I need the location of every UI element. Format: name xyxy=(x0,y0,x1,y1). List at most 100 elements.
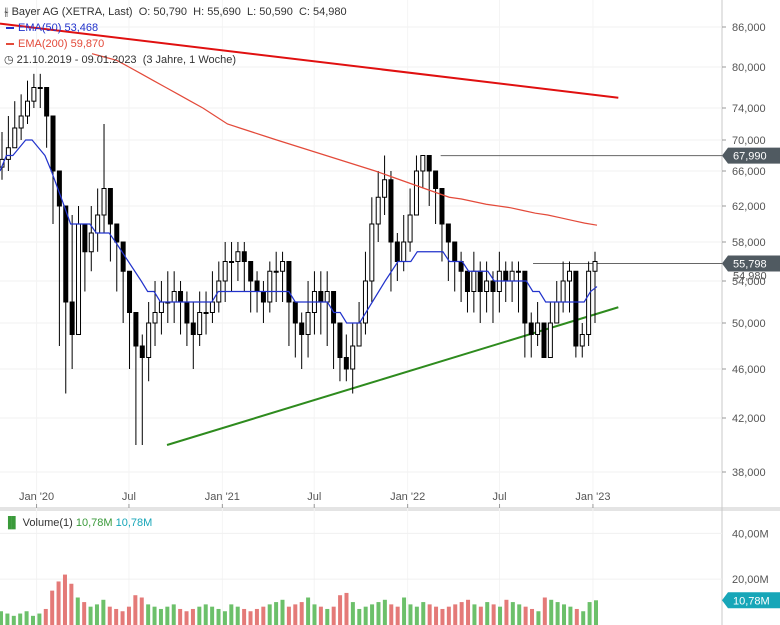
price-tick-label: 86,000 xyxy=(732,22,766,34)
volume-bar xyxy=(568,606,573,625)
price-tick-label: 70,000 xyxy=(732,135,766,147)
legend-ema50: EMA(50) 53,468 xyxy=(4,21,98,35)
candle-body xyxy=(522,270,528,324)
volume-bar xyxy=(587,602,592,625)
candle-body xyxy=(292,301,298,324)
legend-period: ◷ 21.10.2019 - 09.01.2023 (3 Jahre, 1 Wo… xyxy=(4,53,236,67)
ema200-line xyxy=(91,53,598,226)
time-tick-label: Jan '23 xyxy=(575,491,610,503)
volume-bar xyxy=(94,604,99,625)
candle-body xyxy=(37,87,43,89)
candle-body xyxy=(31,87,37,102)
volume-bar xyxy=(203,604,208,625)
volume-bar xyxy=(549,599,554,625)
level-price-tag-label: 67,990 xyxy=(733,151,767,163)
candle-body xyxy=(515,270,521,273)
candle-body xyxy=(127,270,133,313)
volume-bar xyxy=(43,608,48,625)
candle-body xyxy=(101,188,107,216)
volume-bar xyxy=(466,599,471,625)
volume-bar xyxy=(5,613,10,625)
volume-bar xyxy=(107,606,112,625)
candle-body xyxy=(362,280,368,324)
ema50-label: EMA(50) xyxy=(18,22,62,34)
legend-instrument-name: Bayer AG (XETRA, Last) xyxy=(11,6,133,18)
volume-bar xyxy=(363,606,368,625)
candle-body xyxy=(477,270,483,292)
volume-bar xyxy=(453,604,458,625)
volume-bar xyxy=(498,606,503,625)
price-tick-label: 38,000 xyxy=(732,467,766,479)
volume-bar xyxy=(472,604,477,625)
volume-bar xyxy=(286,606,291,625)
price-tick-label: 58,000 xyxy=(732,237,766,249)
volume-bar xyxy=(50,590,55,625)
candle-body xyxy=(452,241,458,262)
volume-bar xyxy=(0,611,3,625)
candle-body xyxy=(484,280,490,292)
candle-body xyxy=(560,280,566,303)
candle-body xyxy=(260,291,266,303)
candle-body xyxy=(18,115,24,129)
volume-bar xyxy=(178,608,183,625)
candle-body xyxy=(12,127,18,149)
volume-bar xyxy=(414,606,419,625)
volume-bar xyxy=(62,574,67,625)
volume-bar xyxy=(146,604,151,625)
candle-body xyxy=(445,223,451,243)
candle-body xyxy=(566,270,572,282)
volume-bar xyxy=(210,606,215,625)
ema200-swatch xyxy=(6,43,14,46)
candle-body xyxy=(254,280,260,292)
volume-bar xyxy=(274,602,279,625)
volume-bar xyxy=(530,608,535,625)
volume-bar xyxy=(427,604,432,625)
volume-bar xyxy=(574,608,579,625)
volume-bar xyxy=(594,600,598,625)
candle-body xyxy=(82,223,88,253)
candle-body xyxy=(535,322,541,335)
candle-body xyxy=(490,280,496,292)
candle-body xyxy=(267,270,273,303)
candle-body xyxy=(133,312,139,347)
volume-bar xyxy=(222,611,227,625)
volume-bars-icon: ▐▌ xyxy=(4,517,20,529)
volume-bar xyxy=(523,606,528,625)
volume-bar xyxy=(491,604,496,625)
candle-body xyxy=(324,291,330,303)
volume-bar xyxy=(555,602,560,625)
level-price-tag xyxy=(722,147,780,164)
candle-body xyxy=(439,188,445,225)
volume-bar xyxy=(293,604,298,625)
candle-body xyxy=(178,291,184,303)
volume-bar xyxy=(517,604,522,625)
time-tick-label: Jul xyxy=(492,491,506,503)
price-tick-label: 80,000 xyxy=(732,62,766,74)
candle-body xyxy=(203,312,209,314)
candle-body xyxy=(184,301,190,324)
candle-body xyxy=(44,87,50,117)
volume-bar xyxy=(171,604,176,625)
volume-last-tag xyxy=(722,592,780,609)
candle-body xyxy=(107,188,113,225)
price-tick-label: 74,000 xyxy=(732,103,766,115)
volume-bar xyxy=(197,606,202,625)
candle-body xyxy=(273,270,279,273)
candle-body xyxy=(280,261,286,272)
volume-bar xyxy=(344,592,349,625)
volume-bar xyxy=(114,608,119,625)
volume-bar xyxy=(190,608,195,625)
volume-bar xyxy=(254,608,259,625)
volume-bar xyxy=(158,608,163,625)
candles-icon: ⫳ xyxy=(4,6,9,18)
candle-body xyxy=(318,291,324,303)
volume-bar xyxy=(370,604,375,625)
volume-bar xyxy=(75,597,80,625)
candle-body xyxy=(5,147,11,160)
volume-bar xyxy=(56,581,61,625)
volume-bar xyxy=(408,604,413,625)
volume-bar xyxy=(446,606,451,625)
volume-bar xyxy=(421,602,426,625)
candle-body xyxy=(541,322,547,358)
